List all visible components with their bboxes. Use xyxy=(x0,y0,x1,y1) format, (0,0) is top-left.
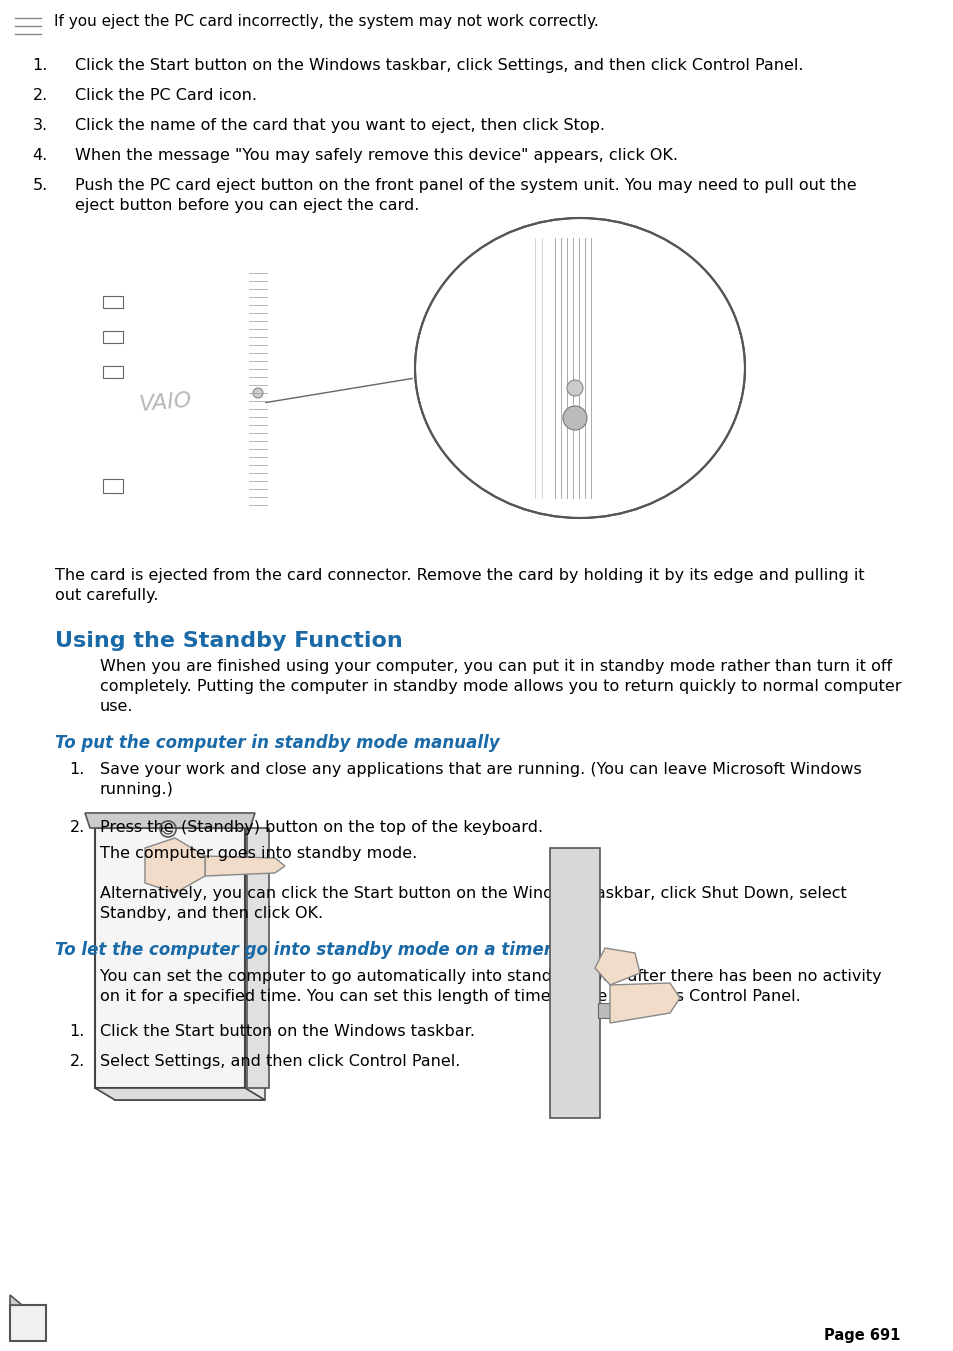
Polygon shape xyxy=(10,1296,22,1305)
Text: 2.: 2. xyxy=(32,88,48,103)
Text: Click the name of the card that you want to eject, then click Stop.: Click the name of the card that you want… xyxy=(75,118,604,132)
Text: eject button before you can eject the card.: eject button before you can eject the ca… xyxy=(75,199,419,213)
Text: Click the PC Card icon.: Click the PC Card icon. xyxy=(75,88,256,103)
Ellipse shape xyxy=(415,218,744,517)
Circle shape xyxy=(566,380,582,396)
Text: Using the Standby Function: Using the Standby Function xyxy=(55,631,402,651)
Polygon shape xyxy=(598,1002,618,1019)
Text: When the message "You may safely remove this device" appears, click OK.: When the message "You may safely remove … xyxy=(75,149,678,163)
Text: 1.: 1. xyxy=(70,1024,85,1039)
Text: Press the: Press the xyxy=(100,820,173,835)
Text: 1.: 1. xyxy=(70,762,85,777)
Bar xyxy=(103,480,123,493)
Bar xyxy=(103,366,123,378)
Polygon shape xyxy=(205,857,285,875)
Text: 2.: 2. xyxy=(70,820,85,835)
Polygon shape xyxy=(115,828,265,1100)
Polygon shape xyxy=(145,838,205,893)
Text: 5.: 5. xyxy=(32,178,48,193)
Text: 2.: 2. xyxy=(70,1054,85,1069)
Text: 1.: 1. xyxy=(32,58,48,73)
Text: Save your work and close any applications that are running. (You can leave Micro: Save your work and close any application… xyxy=(100,762,861,777)
Text: 4.: 4. xyxy=(32,149,48,163)
Text: Push the PC card eject button on the front panel of the system unit. You may nee: Push the PC card eject button on the fro… xyxy=(75,178,856,193)
Polygon shape xyxy=(247,828,269,1088)
Text: Click the Start button on the Windows taskbar.: Click the Start button on the Windows ta… xyxy=(100,1024,475,1039)
Polygon shape xyxy=(85,813,254,828)
Text: Click the Start button on the Windows taskbar, click Settings, and then click Co: Click the Start button on the Windows ta… xyxy=(75,58,802,73)
Text: Select Settings, and then click Control Panel.: Select Settings, and then click Control … xyxy=(100,1054,460,1069)
Polygon shape xyxy=(595,948,639,985)
Text: Standby, and then click OK.: Standby, and then click OK. xyxy=(100,907,323,921)
Polygon shape xyxy=(10,1305,46,1342)
Circle shape xyxy=(562,407,586,430)
Polygon shape xyxy=(95,1088,265,1100)
Text: If you eject the PC card incorrectly, the system may not work correctly.: If you eject the PC card incorrectly, th… xyxy=(54,14,598,28)
Polygon shape xyxy=(550,848,599,1119)
Text: VAIO: VAIO xyxy=(137,390,193,415)
Text: To let the computer go into standby mode on a timer: To let the computer go into standby mode… xyxy=(55,942,552,959)
Text: use.: use. xyxy=(100,698,133,713)
Polygon shape xyxy=(609,984,679,1023)
Text: Page 691: Page 691 xyxy=(822,1328,899,1343)
Text: Alternatively, you can click the Start button on the Windows taskbar, click Shut: Alternatively, you can click the Start b… xyxy=(100,886,846,901)
Text: on it for a specified time. You can set this length of time on the Windows Contr: on it for a specified time. You can set … xyxy=(100,989,800,1004)
Bar xyxy=(103,296,123,308)
Circle shape xyxy=(253,388,263,399)
Text: running.): running.) xyxy=(100,782,173,797)
Text: You can set the computer to go automatically into standby mode after there has b: You can set the computer to go automatic… xyxy=(100,969,881,984)
Text: The computer goes into standby mode.: The computer goes into standby mode. xyxy=(100,846,416,861)
Text: To put the computer in standby mode manually: To put the computer in standby mode manu… xyxy=(55,734,499,753)
Polygon shape xyxy=(95,828,245,1088)
Text: out carefully.: out carefully. xyxy=(55,588,158,603)
Text: completely. Putting the computer in standby mode allows you to return quickly to: completely. Putting the computer in stan… xyxy=(100,680,901,694)
Text: (Standby) button on the top of the keyboard.: (Standby) button on the top of the keybo… xyxy=(181,820,542,835)
Text: 3.: 3. xyxy=(32,118,48,132)
Text: When you are finished using your computer, you can put it in standby mode rather: When you are finished using your compute… xyxy=(100,659,891,674)
Bar xyxy=(103,331,123,343)
Text: The card is ejected from the card connector. Remove the card by holding it by it: The card is ejected from the card connec… xyxy=(55,567,863,584)
